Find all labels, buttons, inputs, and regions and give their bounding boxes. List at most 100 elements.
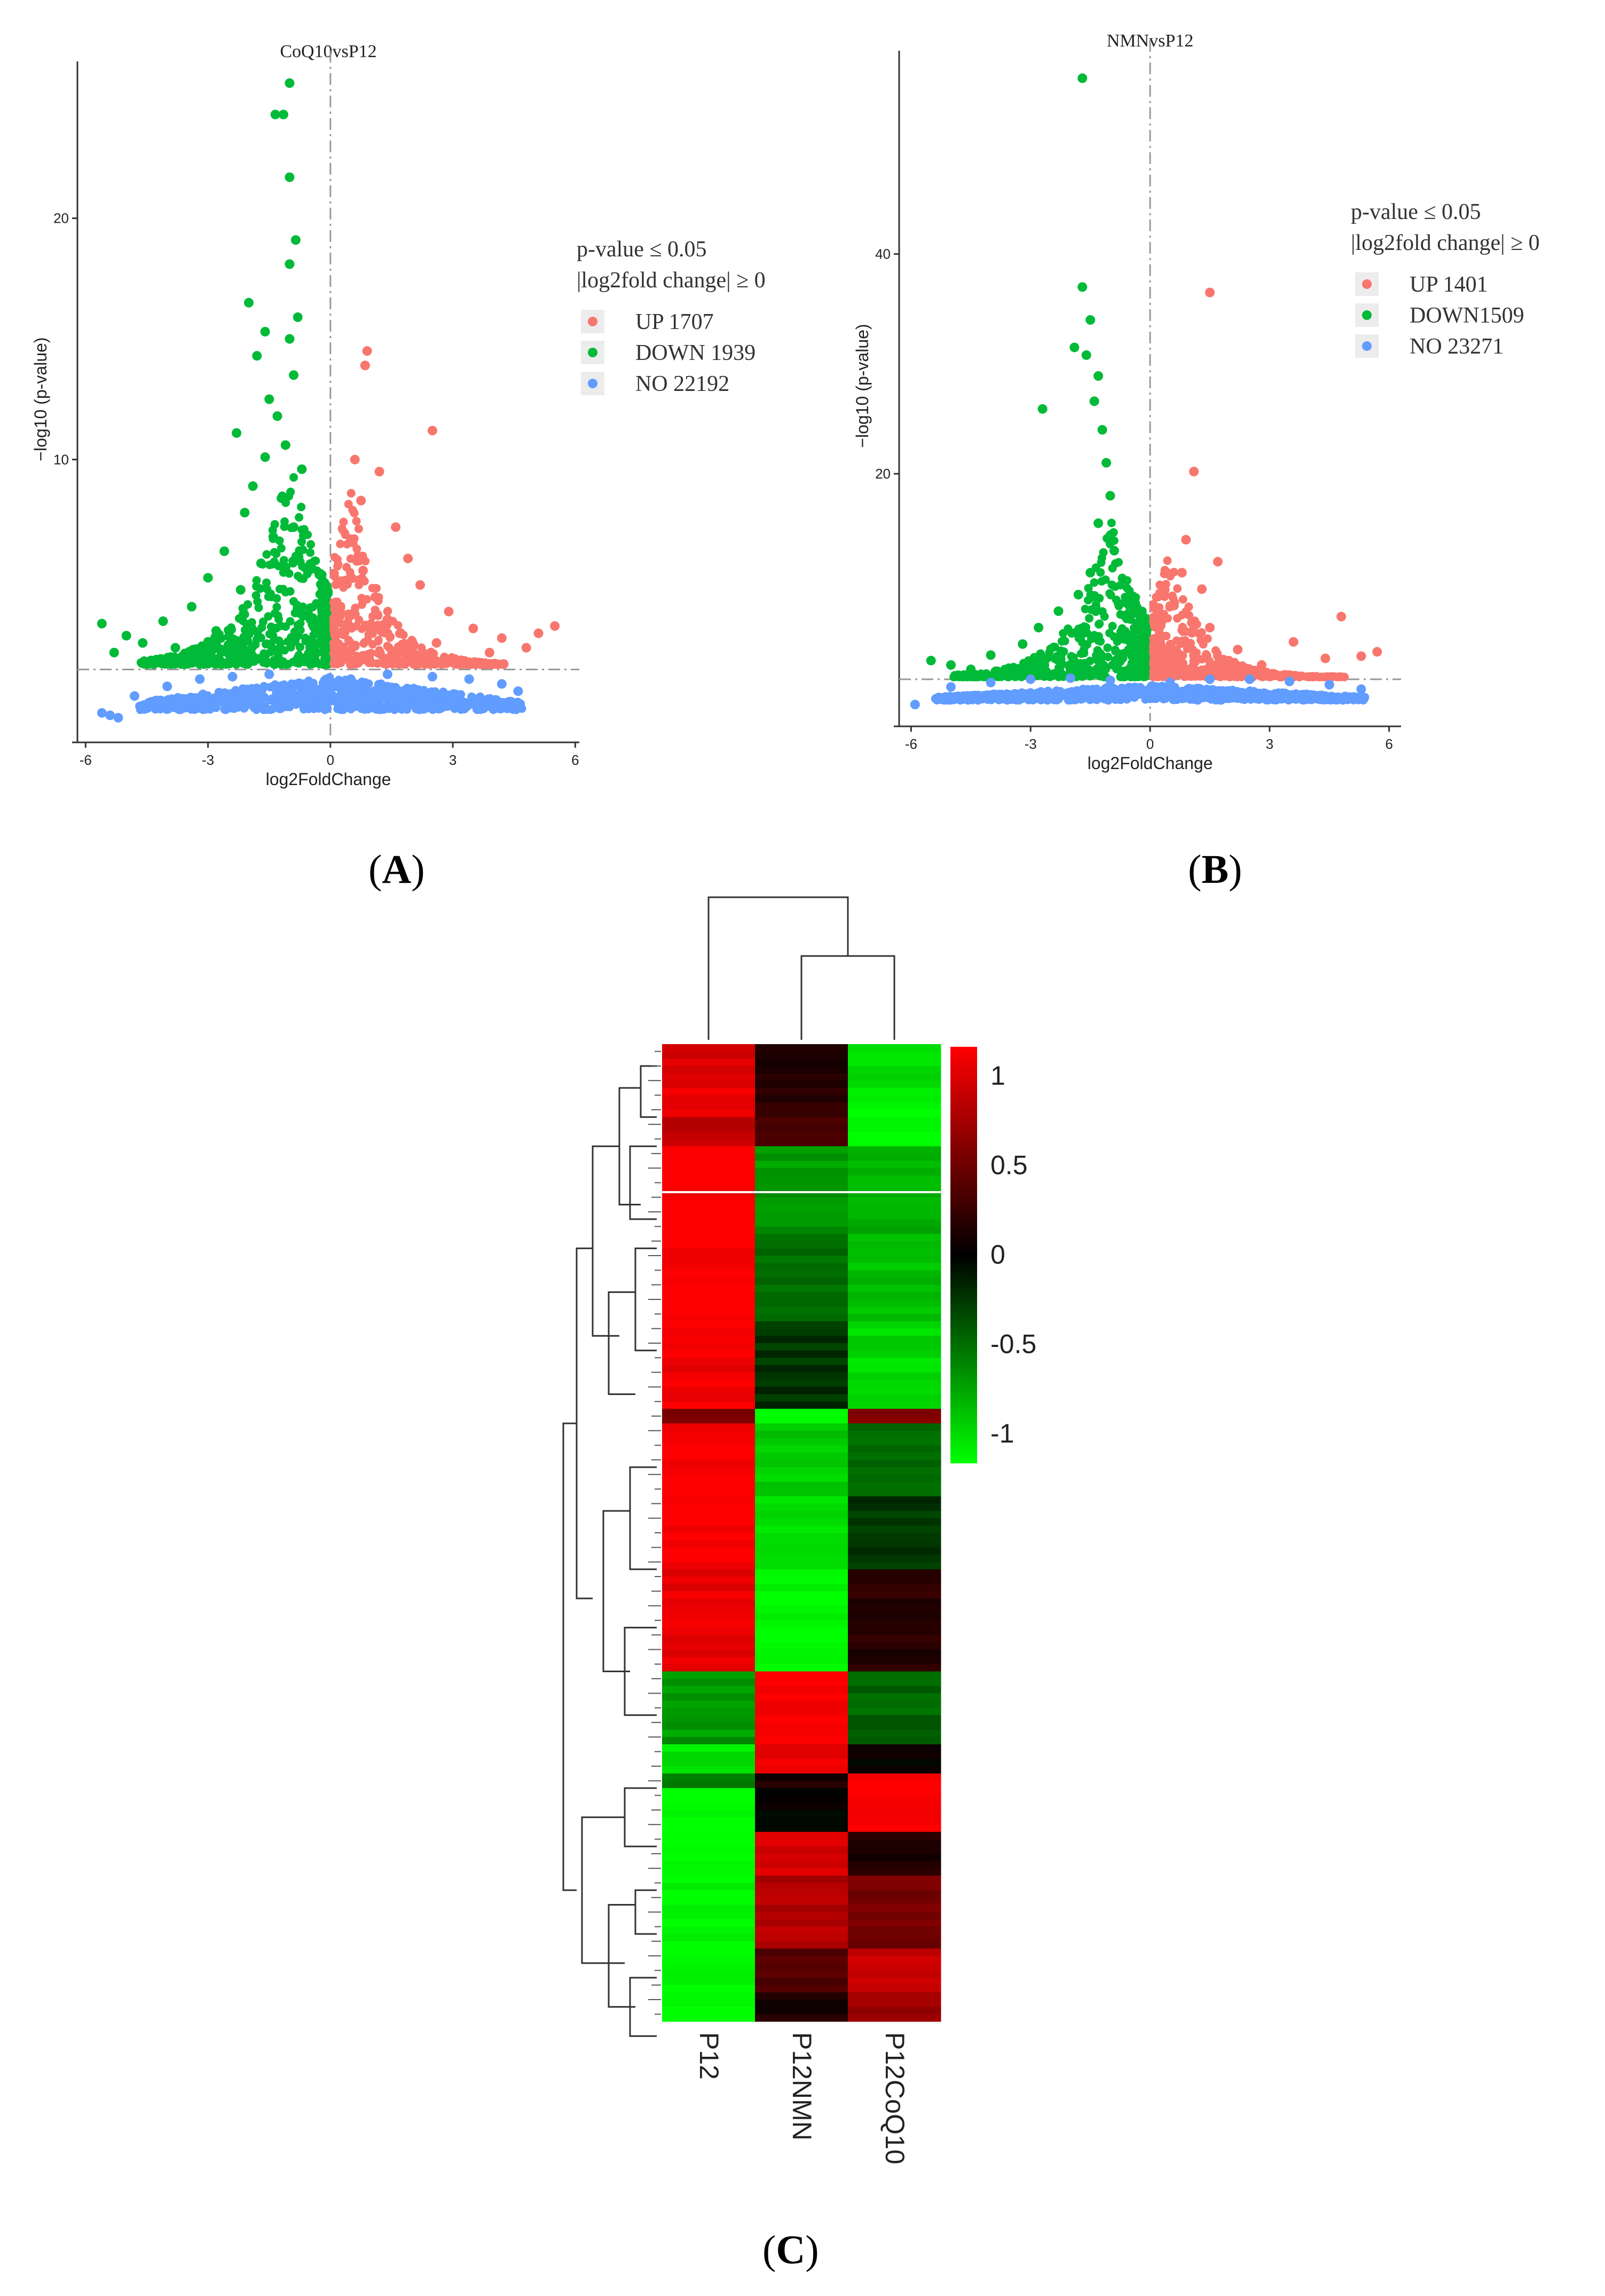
heatmap-cell (848, 1642, 941, 1650)
heatmap-cell (755, 1087, 848, 1096)
heatmap-cell (755, 1540, 848, 1548)
dot-down-outlier (1069, 342, 1080, 352)
heatmap-cell (848, 1482, 941, 1490)
heatmap-cell (662, 1591, 756, 1599)
dot-no (498, 700, 507, 709)
dot-no (1051, 689, 1060, 698)
dot-no (426, 698, 435, 707)
dot-no (413, 685, 422, 694)
heatmap-cell (848, 1737, 941, 1745)
dot-up-outlier (1197, 584, 1207, 594)
heatmap-cell (848, 1168, 941, 1176)
dot-down-outlier (1101, 458, 1111, 468)
heatmap-cell (848, 2014, 941, 2022)
heatmap-cell (662, 1292, 756, 1300)
heatmap-cell (662, 1701, 756, 1709)
heatmap-cell (848, 1343, 941, 1351)
dot-down-outlier (138, 638, 148, 648)
dot-down (1082, 663, 1091, 672)
dot-down (1083, 595, 1092, 605)
dot-no (225, 693, 234, 702)
heatmap-cell (662, 1941, 756, 1949)
heatmap-cell (755, 1161, 848, 1169)
dot-no (1217, 695, 1226, 704)
dot-down (180, 648, 189, 657)
dot-down (1100, 612, 1109, 621)
dot-up (383, 641, 392, 651)
dot-down-outlier (1081, 350, 1091, 360)
dendro-row-branch (629, 1466, 657, 1570)
dot-no-outlier (497, 679, 507, 689)
dot-up-outlier (1169, 600, 1179, 610)
heatmap-cell (755, 1109, 848, 1118)
heatmap-cell (662, 1584, 756, 1592)
dot-down-outlier (109, 647, 119, 657)
dot-down-outlier (248, 481, 258, 491)
dot-up (336, 539, 345, 548)
dot-down (256, 584, 265, 593)
dot-no-outlier (264, 669, 274, 679)
dot-down-outlier (1073, 590, 1083, 600)
dot-up (1149, 643, 1158, 652)
heatmap-cell (755, 1635, 848, 1643)
dot-up (368, 659, 377, 668)
dot-no (275, 704, 284, 714)
heatmap-cell (848, 1562, 941, 1570)
heatmap-cell (848, 1875, 941, 1884)
heatmap-cell (848, 1445, 941, 1453)
heatmap-cell (662, 1226, 756, 1234)
dot-no (1312, 691, 1321, 700)
heatmap-cell (848, 1496, 941, 1504)
dot-down (285, 569, 294, 578)
dot-down (1129, 650, 1138, 659)
heatmap-cell (848, 1241, 941, 1249)
dot-up (1340, 672, 1349, 681)
dot-no (1113, 693, 1122, 702)
heatmap-cell (755, 1803, 848, 1811)
dot-down (303, 530, 312, 539)
heatmap-cell (662, 1846, 756, 1854)
dot-no (512, 706, 521, 715)
heatmap-cell (755, 1080, 848, 1088)
dot-down-outlier (293, 312, 303, 322)
heatmap-cell (848, 1679, 941, 1687)
dot-down (1067, 629, 1076, 638)
dot-down (293, 600, 302, 609)
dot-no (285, 702, 294, 711)
heatmap-cell (755, 1124, 848, 1132)
dot-down (959, 672, 969, 681)
dot-no (1226, 686, 1236, 695)
heatmap-cell (662, 1883, 756, 1891)
dot-up (350, 508, 359, 518)
dot-down (279, 555, 288, 565)
dot-down (281, 622, 290, 631)
dot-no-outlier (162, 681, 172, 692)
dot-up-outlier (444, 607, 454, 617)
dot-up (1161, 664, 1170, 673)
dot-down (305, 566, 314, 575)
heatmap-cell (662, 1460, 756, 1468)
heatmap-cell (662, 1430, 756, 1438)
dot-down-outlier (211, 626, 221, 636)
dot-down-outlier (290, 235, 301, 245)
heatmap-cell (662, 1161, 756, 1169)
legend-label: UP 1707 (635, 310, 714, 334)
heatmap-cell (755, 1817, 848, 1825)
heatmap-cell (848, 1321, 941, 1329)
x-tick-label: -6 (80, 752, 92, 768)
heatmap-cell (755, 1722, 848, 1730)
dot-down (273, 611, 282, 620)
heatmap-cell (755, 1131, 848, 1140)
heatmap-cell (662, 2014, 756, 2022)
heatmap-cell (662, 1117, 756, 1125)
heatmap-cell (662, 1875, 756, 1884)
dot-no (200, 695, 209, 704)
heatmap-cell (848, 1963, 941, 1971)
heatmap-cell (755, 1598, 848, 1607)
dot-down (291, 658, 300, 667)
dot-down (1128, 670, 1137, 679)
dot-down (262, 550, 271, 559)
dot-up (399, 656, 408, 665)
heatmap-cell (662, 1693, 756, 1701)
dot-no (240, 703, 249, 712)
